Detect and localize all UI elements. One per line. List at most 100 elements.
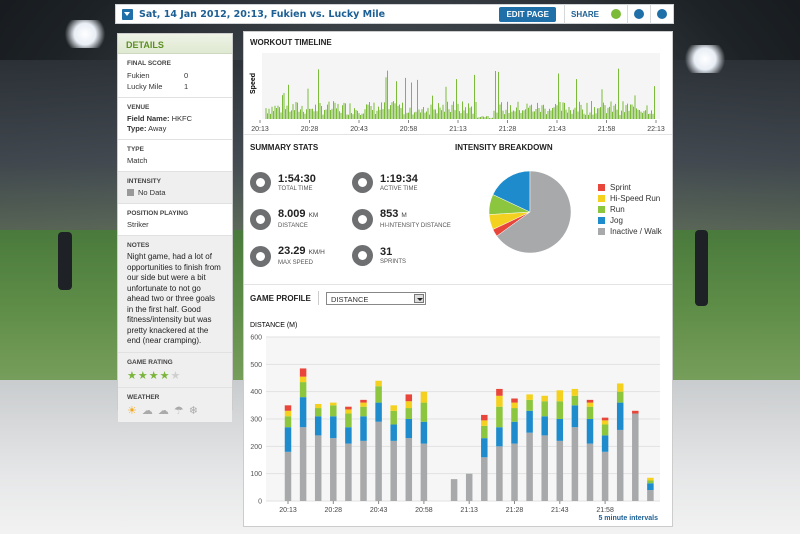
y-tick-label: 600 [250,335,262,342]
bar-segment-sprint [284,405,292,411]
bar-segment-inactive-walk [420,443,428,501]
divider [244,284,672,285]
intensity-section: INTENSITY No Data [118,172,232,204]
stat-label: HI-INTENSITY DISTANCE [380,223,451,229]
divider [244,134,672,135]
notes-section: NOTES Night game, had a lot of opportuni… [118,236,232,353]
team-score: 0 [184,71,189,80]
rating-section: GAME RATING ★★★★★ [118,352,232,388]
legend-swatch [598,217,605,224]
distance-icon [250,208,271,230]
star-icon[interactable]: ★ [137,369,148,382]
star-icon[interactable]: ★ [127,369,137,382]
player-silhouette-left [58,232,72,290]
rating-label: GAME RATING [127,358,173,366]
bar-segment-jog [375,402,382,422]
bar-segment-inactive-walk [496,446,503,501]
bar-segment-hi-speed-run [571,388,579,396]
bar-segment-hi-speed-run [511,402,518,409]
timeline-tick-label: 20:58 [400,126,418,132]
share-icon[interactable] [611,9,621,19]
bar-segment-run [526,399,533,411]
bar-segment-run [541,401,548,417]
bar-segment-inactive-walk [450,479,458,501]
partly-cloudy-icon[interactable]: ☁ [141,404,153,417]
stat-unit: M [401,212,407,219]
bar-segment-jog [390,424,397,441]
divider [627,4,628,24]
delete-icon[interactable] [657,9,667,19]
rating-stars[interactable]: ★★★★★ [127,369,223,382]
stat-number: 1:19:34 [380,172,418,185]
intensity-heading: INTENSITY BREAKDOWN [455,143,553,152]
bar-segment-inactive-walk [314,435,322,501]
legend-swatch [598,184,605,191]
clock-icon [250,172,271,193]
bar-segment-inactive-walk [405,438,413,501]
bar-segment-sprint [511,398,518,403]
venue-section: VENUE Field Name: HKFC Type: Away [118,98,232,140]
stat-total-time: 1:54:30 TOTAL TIME [250,172,316,193]
notes-label: NOTES [127,242,150,249]
hi-intensity-icon [352,208,373,230]
bar-segment-hi-speed-run [481,420,488,426]
bar-segment-jog [345,427,352,444]
details-sidebar: DETAILS FINAL SCORE Fukien 0 Lucky Mile … [117,33,233,422]
bar-segment-hi-speed-run [586,402,594,407]
bar-segment-inactive-walk [556,440,564,501]
timeline-ylabel: Speed [250,73,257,94]
metric-select[interactable]: DISTANCE [326,292,426,305]
stat-label: TOTAL TIME [278,185,313,192]
divider [563,4,565,24]
chevron-down-icon[interactable] [414,294,424,303]
sun-icon[interactable]: ☀ [127,404,137,417]
print-icon[interactable] [634,9,644,19]
divider [318,291,319,305]
snow-icon[interactable]: ❄ [188,404,198,417]
bar-segment-jog [284,427,292,452]
bar-segment-jog [360,416,367,441]
timeline-plot-area [262,53,660,119]
star-empty-icon[interactable]: ★ [170,369,181,382]
venue-type: Type: Away [127,124,223,134]
bar-segment-jog [526,410,533,433]
active-clock-icon [352,172,373,193]
star-icon[interactable]: ★ [159,369,170,382]
stat-value: 31 [380,246,406,258]
legend-label: Run [610,205,625,214]
bar-segment-inactive-walk [390,440,397,501]
bar-segment-run [647,480,654,484]
stat-label: SPRINTS [380,258,407,265]
final-score-section: FINAL SCORE Fukien 0 Lucky Mile 1 [118,54,232,98]
bar-segment-hi-speed-run [526,394,533,400]
stat-active-time: 1:19:34 ACTIVE TIME [352,172,418,193]
stat-label: DISTANCE [278,223,308,229]
stat-max-speed: 23.29 KM/H MAX SPEED [250,245,325,267]
floodlight-left [62,20,108,48]
cloud-icon[interactable]: ☁ [157,404,169,417]
bar-segment-sprint [632,410,639,414]
position-label: POSITION PLAYING [127,210,189,217]
bar-segment-inactive-walk [465,473,473,501]
bar-segment-run [284,416,292,428]
game-profile-heading: GAME PROFILE [250,294,311,303]
player-silhouette-right [695,230,708,306]
x-tick-label: 20:58 [415,507,433,514]
dropdown-chevron-icon[interactable] [122,8,133,20]
x-tick-label: 20:13 [279,507,297,514]
stat-label: ACTIVE TIME [380,185,418,192]
bar-segment-hi-speed-run [556,390,564,402]
bar-segment-hi-speed-run [390,405,397,411]
bar-segment-run [601,424,609,436]
edit-page-button[interactable]: EDIT PAGE [499,6,556,22]
field-name-key: Field Name: [127,114,170,123]
bar-segment-jog [299,397,307,428]
floodlight-right [682,45,728,73]
bar-segment-run [571,395,579,406]
bar-segment-inactive-walk [345,443,352,501]
pie-slice-jog [492,170,531,213]
bar-segment-run [299,382,307,398]
rain-icon[interactable]: ☂ [173,404,184,417]
star-icon[interactable]: ★ [148,369,159,382]
bar-segment-inactive-walk [601,451,609,501]
